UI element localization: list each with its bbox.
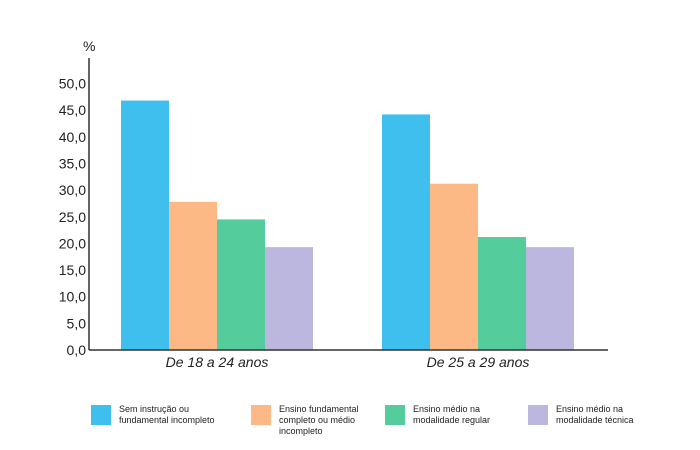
bar <box>169 201 217 350</box>
bar <box>526 247 574 350</box>
legend-swatch <box>528 405 548 425</box>
bars <box>121 100 574 350</box>
legend-label: Ensino médio na modalidade técnica <box>556 404 634 425</box>
bar <box>478 237 526 350</box>
y-axis-unit-label: % <box>83 38 95 54</box>
y-tick-label: 10,0 <box>59 289 86 305</box>
x-axis-category-labels: De 18 a 24 anos De 25 a 29 anos <box>166 354 530 370</box>
bar-chart: % 0,0 5,0 10,0 15,0 20,0 25,0 30,0 35,0 40,0 45,0… <box>59 38 608 370</box>
y-tick-label: 30,0 <box>59 182 86 198</box>
y-tick-label: 35,0 <box>59 155 86 171</box>
legend-label: Ensino fundamental completo ou médio inc… <box>279 404 359 436</box>
y-tick-label: 25,0 <box>59 209 86 225</box>
y-tick-label: 5,0 <box>67 315 87 331</box>
legend-swatch <box>385 405 405 425</box>
legend-item: Ensino médio na modalidade técnica <box>528 404 671 426</box>
y-axis-ticks: 0,0 5,0 10,0 15,0 20,0 25,0 30,0 35,0 40,0 45,0 50… <box>59 76 86 359</box>
legend-item: Ensino médio na modalidade regular <box>385 404 528 426</box>
legend-swatch <box>251 405 271 425</box>
x-category-label: De 18 a 24 anos <box>166 354 269 370</box>
legend: Sem instrução ou fundamental incompleto E… <box>0 404 700 450</box>
legend-swatch <box>91 405 111 425</box>
legend-item: Ensino fundamental completo ou médio inc… <box>251 404 394 437</box>
y-tick-label: 0,0 <box>67 342 87 358</box>
legend-label: Ensino médio na modalidade regular <box>413 404 491 425</box>
y-tick-label: 15,0 <box>59 262 86 278</box>
legend-label: Sem instrução ou fundamental incompleto <box>119 404 215 425</box>
y-tick-label: 50,0 <box>59 76 86 92</box>
y-tick-label: 20,0 <box>59 235 86 251</box>
bar <box>382 114 430 350</box>
y-tick-label: 45,0 <box>59 102 86 118</box>
bar <box>265 247 313 350</box>
legend-item: Sem instrução ou fundamental incompleto <box>91 404 234 426</box>
y-tick-label: 40,0 <box>59 129 86 145</box>
x-category-label: De 25 a 29 anos <box>427 354 530 370</box>
bar <box>217 219 265 350</box>
bar <box>430 183 478 350</box>
bar <box>121 100 169 350</box>
